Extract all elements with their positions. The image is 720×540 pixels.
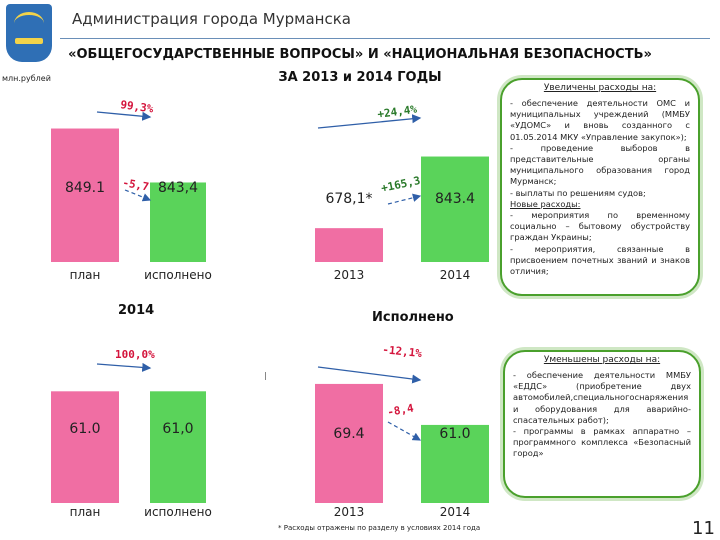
bar-value-label: 61.0	[69, 421, 100, 437]
caption-executed: Исполнено	[372, 310, 454, 325]
footnote: * Расходы отражены по разделу в условиях…	[278, 524, 481, 532]
percent-annotation: 100,0%	[115, 348, 155, 361]
section-divider	[265, 372, 266, 380]
trend-arrow	[317, 114, 422, 129]
percent-annotation: -12,1%	[382, 343, 423, 360]
category-label: план	[70, 505, 101, 519]
delta-arrow	[387, 193, 422, 205]
slide-subtitle: ЗА 2013 и 2014 ГОДЫ	[278, 70, 442, 85]
header-divider	[60, 38, 710, 39]
category-label: план	[70, 268, 101, 282]
increase-item: - проведение выборов в представительные …	[510, 142, 690, 187]
increase-item: - обеспечение деятельности ОМС и муницип…	[510, 98, 690, 142]
decrease-item: - обеспечение деятельности ММБУ «ЕДДС» (…	[513, 370, 691, 425]
category-label: исполнено	[144, 505, 212, 519]
bar-value-label: 678,1*	[325, 191, 372, 207]
decrease-box: Уменьшены расходы на: - обеспечение деят…	[503, 350, 701, 498]
slide-title: «ОБЩЕГОСУДАРСТВЕННЫЕ ВОПРОСЫ» И «НАЦИОНА…	[68, 47, 652, 62]
decrease-box-title: Уменьшены расходы на:	[543, 355, 661, 365]
percent-annotation: +24,4%	[377, 103, 419, 121]
delta-arrow	[387, 421, 422, 441]
bar-2014	[421, 424, 489, 503]
trend-arrow	[96, 111, 152, 121]
coat-of-arms-logo	[6, 4, 52, 62]
increase-item: - выплаты по решениям судов;	[510, 187, 646, 198]
trend-arrow	[317, 366, 422, 384]
delta-annotation: -8,4	[386, 401, 415, 418]
delta-arrow	[124, 189, 152, 202]
delta-annotation: -5,7	[121, 176, 149, 193]
bar-план	[51, 391, 119, 503]
bar-2014	[421, 156, 489, 262]
new-expenses-label: Новые расходы:	[510, 198, 581, 209]
bar-value-label: 843,4	[158, 180, 198, 196]
page-number: 11	[692, 518, 715, 539]
bar-2013	[315, 383, 383, 503]
caption-2014: 2014	[118, 303, 155, 318]
category-label: 2014	[440, 505, 471, 519]
delta-annotation: +165,3	[380, 174, 422, 195]
trend-arrow	[96, 362, 152, 372]
percent-annotation: 99,3%	[120, 98, 155, 116]
header-title: Администрация города Мурманска	[72, 10, 351, 28]
new-expense-item: - мероприятия по временному социально – …	[510, 210, 690, 243]
unit-label: млн.рублей	[2, 74, 51, 83]
bar-план	[51, 128, 119, 262]
new-expense-item: - мероприятия, связанные в присвоением п…	[510, 243, 690, 277]
decrease-item: - программы в рамках аппаратно – програм…	[513, 426, 691, 459]
bar-исполнено	[150, 182, 206, 262]
category-label: 2014	[440, 268, 471, 282]
ship-icon	[15, 38, 43, 44]
increase-box-title: Увеличены расходы на:	[543, 83, 657, 93]
bar-value-label: 61.0	[439, 426, 470, 442]
increase-box: Увеличены расходы на: - обеспечение деят…	[500, 78, 700, 296]
category-label: исполнено	[144, 268, 212, 282]
aurora-icon	[14, 12, 44, 35]
bar-value-label: 61,0	[162, 421, 193, 437]
category-label: 2013	[334, 505, 365, 519]
bar-исполнено	[150, 391, 206, 503]
bar-value-label: 843.4	[435, 191, 475, 207]
bar-value-label: 69.4	[333, 426, 364, 442]
category-label: 2013	[334, 268, 365, 282]
bar-2013	[315, 228, 383, 262]
bar-value-label: 849.1	[65, 180, 105, 196]
